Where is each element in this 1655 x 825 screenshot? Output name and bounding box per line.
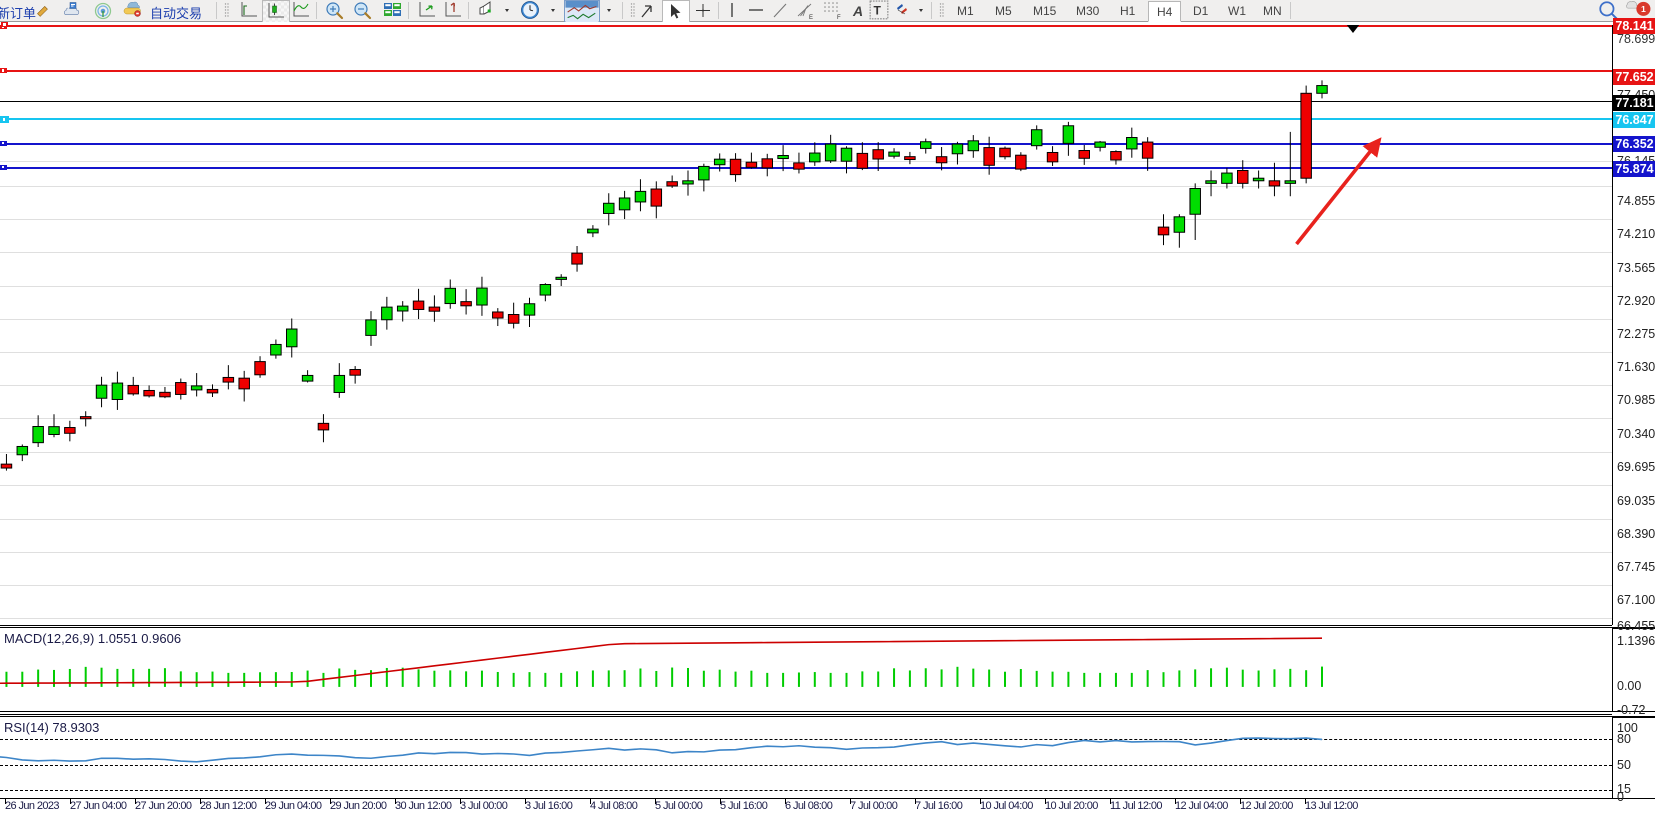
svg-text:1: 1 [1641,4,1646,14]
